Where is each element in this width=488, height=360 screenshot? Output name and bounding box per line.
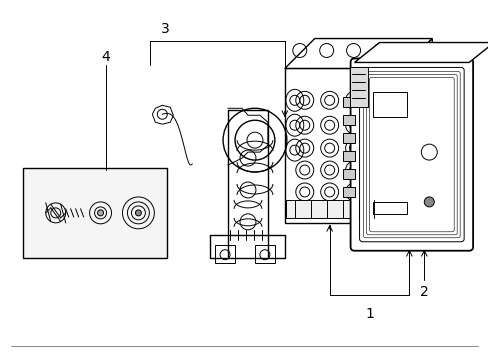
Text: 1: 1 xyxy=(365,307,373,321)
Bar xyxy=(342,97,354,107)
Text: 2: 2 xyxy=(419,284,428,298)
Text: 4: 4 xyxy=(101,50,110,64)
Bar xyxy=(342,151,354,161)
Polygon shape xyxy=(354,42,488,62)
Bar xyxy=(372,202,407,214)
Circle shape xyxy=(98,210,103,216)
Bar xyxy=(342,187,354,197)
Bar xyxy=(285,68,402,223)
Text: 3: 3 xyxy=(161,22,169,36)
Bar xyxy=(349,67,367,107)
Bar xyxy=(23,168,167,258)
Polygon shape xyxy=(285,39,431,68)
Bar xyxy=(254,245,274,263)
Bar xyxy=(285,200,401,218)
Bar xyxy=(342,133,354,143)
Bar xyxy=(215,245,235,263)
Circle shape xyxy=(424,197,433,207)
Polygon shape xyxy=(402,39,431,223)
Bar xyxy=(342,169,354,179)
Bar xyxy=(342,115,354,125)
Circle shape xyxy=(135,210,141,216)
Bar xyxy=(372,92,407,117)
FancyBboxPatch shape xyxy=(350,58,472,251)
